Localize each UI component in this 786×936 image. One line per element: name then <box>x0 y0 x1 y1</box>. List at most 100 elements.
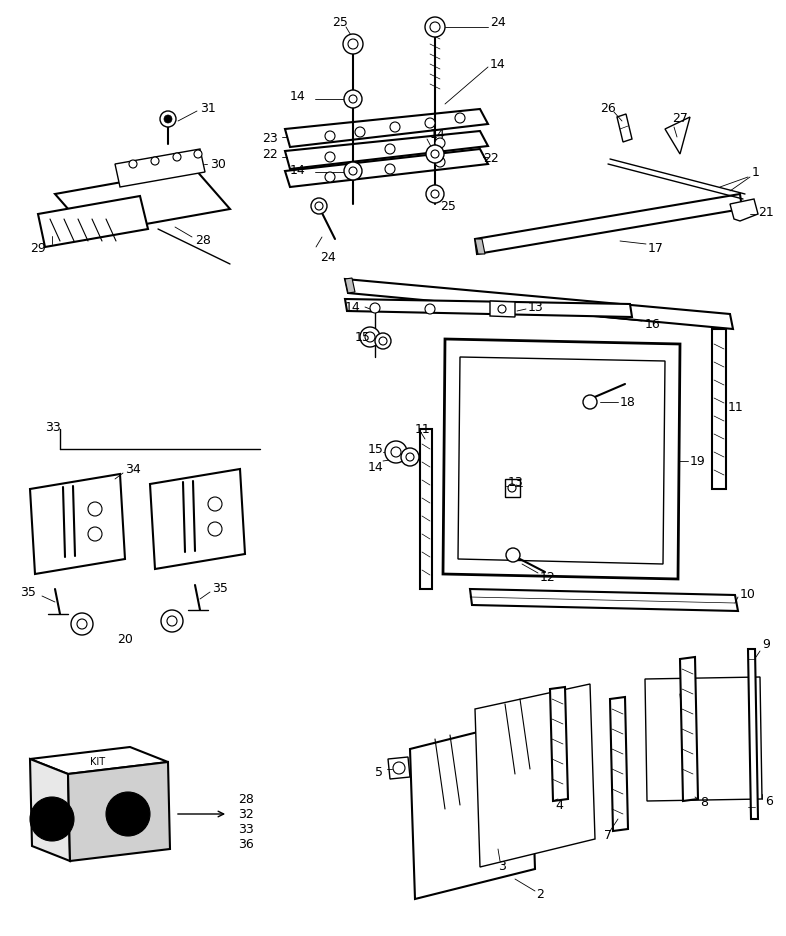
Text: 10: 10 <box>740 588 756 601</box>
Circle shape <box>110 797 146 832</box>
Circle shape <box>173 154 181 162</box>
Text: 25: 25 <box>332 16 348 28</box>
Polygon shape <box>388 757 410 779</box>
Text: 1: 1 <box>752 166 760 179</box>
Circle shape <box>385 165 395 175</box>
Polygon shape <box>285 150 488 188</box>
Circle shape <box>425 18 445 38</box>
Polygon shape <box>610 697 628 831</box>
Circle shape <box>506 548 520 563</box>
Circle shape <box>151 158 159 166</box>
Text: 11: 11 <box>415 423 431 436</box>
Polygon shape <box>115 150 205 188</box>
Circle shape <box>161 610 183 633</box>
Polygon shape <box>30 759 70 861</box>
Circle shape <box>355 128 365 138</box>
Circle shape <box>508 485 516 492</box>
Circle shape <box>583 396 597 410</box>
Text: 33: 33 <box>45 421 61 434</box>
Text: 25: 25 <box>440 200 456 213</box>
Polygon shape <box>550 687 568 801</box>
Text: 13: 13 <box>508 476 523 489</box>
Circle shape <box>343 35 363 55</box>
Circle shape <box>360 328 380 347</box>
Text: KIT: KIT <box>90 756 105 767</box>
Text: 6: 6 <box>765 795 773 808</box>
Text: 14: 14 <box>430 128 446 141</box>
Circle shape <box>129 161 137 168</box>
Text: 22: 22 <box>483 152 499 165</box>
Polygon shape <box>55 169 230 235</box>
Circle shape <box>348 40 358 50</box>
Text: 29: 29 <box>30 241 46 255</box>
Polygon shape <box>345 300 632 317</box>
Circle shape <box>325 132 335 142</box>
Circle shape <box>344 163 362 181</box>
Text: 4: 4 <box>555 798 563 812</box>
Text: NEW: NEW <box>122 812 134 816</box>
Polygon shape <box>505 479 520 497</box>
Polygon shape <box>345 279 355 294</box>
Polygon shape <box>30 475 125 575</box>
Circle shape <box>349 168 357 176</box>
Circle shape <box>194 151 202 159</box>
Polygon shape <box>748 650 758 819</box>
Circle shape <box>390 123 400 133</box>
Circle shape <box>435 139 445 149</box>
Polygon shape <box>38 197 148 248</box>
Circle shape <box>426 186 444 204</box>
Polygon shape <box>617 115 632 143</box>
Circle shape <box>431 151 439 159</box>
Text: 31: 31 <box>200 101 215 114</box>
Circle shape <box>425 305 435 314</box>
Circle shape <box>325 173 335 183</box>
Circle shape <box>385 442 407 463</box>
Circle shape <box>426 146 444 164</box>
Text: 24: 24 <box>320 251 336 264</box>
Text: 30: 30 <box>210 158 226 171</box>
Polygon shape <box>712 329 726 490</box>
Circle shape <box>34 801 70 837</box>
Polygon shape <box>345 280 733 329</box>
Text: 11: 11 <box>728 401 744 414</box>
Text: 14: 14 <box>290 163 306 176</box>
Circle shape <box>311 198 327 214</box>
Circle shape <box>430 23 440 33</box>
Circle shape <box>71 613 93 636</box>
Text: 14: 14 <box>290 91 306 103</box>
Polygon shape <box>730 199 758 222</box>
Circle shape <box>401 448 419 466</box>
Circle shape <box>391 447 401 458</box>
Circle shape <box>88 528 102 541</box>
Text: 14: 14 <box>368 461 384 474</box>
Circle shape <box>77 620 87 629</box>
Polygon shape <box>443 340 680 579</box>
Circle shape <box>385 145 395 154</box>
Polygon shape <box>68 762 170 861</box>
Circle shape <box>160 112 176 128</box>
Polygon shape <box>490 301 515 317</box>
Polygon shape <box>475 684 595 867</box>
Polygon shape <box>475 195 742 255</box>
Circle shape <box>315 203 323 211</box>
Circle shape <box>498 306 506 314</box>
Polygon shape <box>475 240 485 255</box>
Polygon shape <box>410 719 535 899</box>
Polygon shape <box>285 132 488 169</box>
Text: 15: 15 <box>368 443 384 456</box>
Text: 20: 20 <box>117 633 133 646</box>
Text: 17: 17 <box>648 241 664 255</box>
Circle shape <box>208 497 222 511</box>
Text: 21: 21 <box>758 206 773 219</box>
Text: 7: 7 <box>604 828 612 841</box>
Polygon shape <box>458 358 665 564</box>
Circle shape <box>325 153 335 163</box>
Circle shape <box>431 191 439 198</box>
Circle shape <box>164 116 172 124</box>
Text: 5: 5 <box>375 766 383 779</box>
Circle shape <box>106 792 150 836</box>
Circle shape <box>455 114 465 124</box>
Circle shape <box>375 333 391 350</box>
Text: 34: 34 <box>125 463 141 476</box>
Circle shape <box>349 95 357 104</box>
